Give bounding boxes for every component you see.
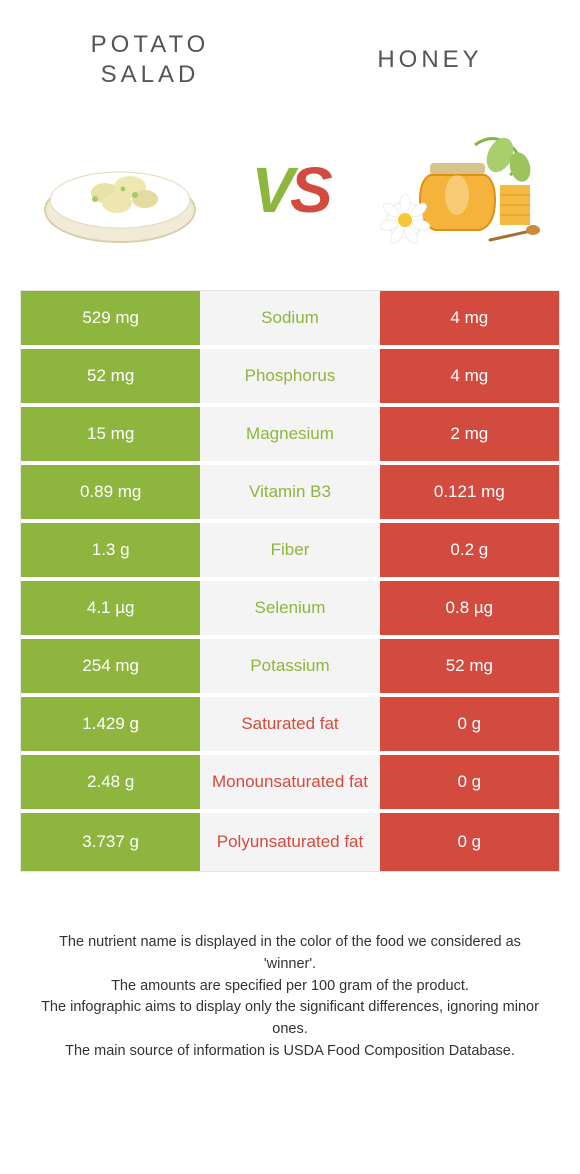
- nutrient-label-cell: Sodium: [200, 291, 379, 345]
- right-value-cell: 4 mg: [380, 349, 559, 403]
- nutrient-label-cell: Vitamin B3: [200, 465, 379, 519]
- right-value-cell: 4 mg: [380, 291, 559, 345]
- title-text: Salad: [101, 61, 200, 88]
- table-row: 52 mgPhosphorus4 mg: [21, 349, 559, 407]
- title-text: Honey: [377, 46, 482, 73]
- left-value-cell: 1.3 g: [21, 523, 200, 577]
- potato-salad-image: [30, 120, 210, 260]
- table-row: 0.89 mgVitamin B30.121 mg: [21, 465, 559, 523]
- images-row: VS: [20, 110, 560, 290]
- nutrient-label-cell: Selenium: [200, 581, 379, 635]
- right-value-cell: 0 g: [380, 813, 559, 871]
- table-row: 4.1 µgSelenium0.8 µg: [21, 581, 559, 639]
- table-row: 2.48 gMonounsaturated fat0 g: [21, 755, 559, 813]
- right-value-cell: 0.8 µg: [380, 581, 559, 635]
- right-value-cell: 0.2 g: [380, 523, 559, 577]
- honey-icon: [375, 125, 545, 255]
- left-value-cell: 2.48 g: [21, 755, 200, 809]
- nutrient-label-cell: Phosphorus: [200, 349, 379, 403]
- nutrient-label-cell: Potassium: [200, 639, 379, 693]
- table-row: 1.3 gFiber0.2 g: [21, 523, 559, 581]
- table-row: 3.737 gPolyunsaturated fat0 g: [21, 813, 559, 871]
- left-value-cell: 4.1 µg: [21, 581, 200, 635]
- comparison-table: 529 mgSodium4 mg52 mgPhosphorus4 mg15 mg…: [20, 290, 560, 872]
- left-value-cell: 1.429 g: [21, 697, 200, 751]
- table-row: 15 mgMagnesium2 mg: [21, 407, 559, 465]
- right-value-cell: 0 g: [380, 697, 559, 751]
- footer-line: The nutrient name is displayed in the co…: [40, 932, 540, 976]
- left-value-cell: 529 mg: [21, 291, 200, 345]
- left-value-cell: 0.89 mg: [21, 465, 200, 519]
- title-text: Potato: [91, 31, 210, 58]
- nutrient-label-cell: Magnesium: [200, 407, 379, 461]
- footer-line: The main source of information is USDA F…: [40, 1041, 540, 1063]
- left-value-cell: 3.737 g: [21, 813, 200, 871]
- right-food-title: Honey: [330, 45, 530, 75]
- right-value-cell: 0 g: [380, 755, 559, 809]
- header-row: Potato Salad Honey: [20, 30, 560, 110]
- bowl-icon: [35, 125, 205, 255]
- nutrient-label-cell: Polyunsaturated fat: [200, 813, 379, 871]
- left-value-cell: 254 mg: [21, 639, 200, 693]
- left-value-cell: 52 mg: [21, 349, 200, 403]
- left-value-cell: 15 mg: [21, 407, 200, 461]
- table-row: 529 mgSodium4 mg: [21, 291, 559, 349]
- vs-badge: VS: [251, 153, 328, 227]
- nutrient-label-cell: Saturated fat: [200, 697, 379, 751]
- footer-notes: The nutrient name is displayed in the co…: [20, 872, 560, 1063]
- footer-line: The infographic aims to display only the…: [40, 997, 540, 1041]
- table-row: 1.429 gSaturated fat0 g: [21, 697, 559, 755]
- footer-line: The amounts are specified per 100 gram o…: [40, 976, 540, 998]
- right-value-cell: 52 mg: [380, 639, 559, 693]
- vs-letter-v: V: [251, 154, 290, 226]
- right-value-cell: 0.121 mg: [380, 465, 559, 519]
- nutrient-label-cell: Fiber: [200, 523, 379, 577]
- nutrient-label-cell: Monounsaturated fat: [200, 755, 379, 809]
- left-food-title: Potato Salad: [50, 30, 250, 90]
- honey-image: [370, 120, 550, 260]
- table-row: 254 mgPotassium52 mg: [21, 639, 559, 697]
- vs-letter-s: S: [290, 154, 329, 226]
- right-value-cell: 2 mg: [380, 407, 559, 461]
